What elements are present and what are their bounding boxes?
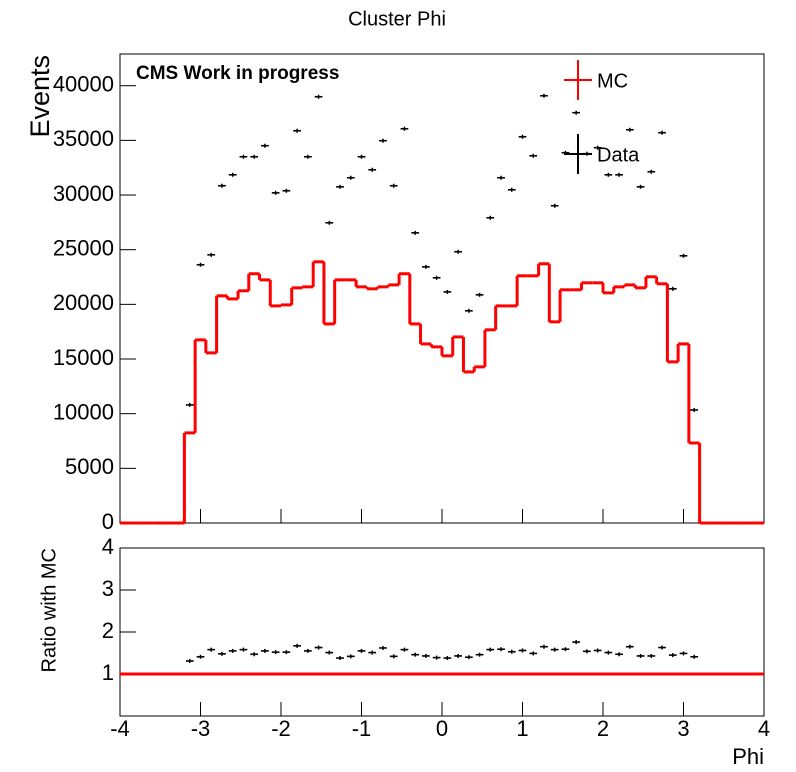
y-tick-label: 40000	[53, 72, 114, 97]
y-tick-label: 0	[102, 509, 114, 534]
y-tick-label: 30000	[53, 181, 114, 206]
y-tick-label: 25000	[53, 236, 114, 261]
legend-label: Data	[597, 144, 640, 166]
legend-label: MC	[597, 70, 628, 92]
x-axis-label: Phi	[732, 744, 764, 769]
y-tick-label: 1	[102, 660, 114, 685]
x-tick-label: 0	[436, 716, 448, 741]
x-tick-label: -3	[191, 716, 211, 741]
y-tick-label: 5000	[65, 454, 114, 479]
annotation: CMS Work in progress	[136, 63, 339, 84]
chart-title: Cluster Phi	[348, 8, 446, 30]
y-tick-label: 2	[102, 618, 114, 643]
y-tick-label: 35000	[53, 126, 114, 151]
x-tick-label: 3	[677, 716, 689, 741]
x-tick-label: 2	[597, 716, 609, 741]
x-tick-label: -2	[271, 716, 291, 741]
x-tick-label: -1	[352, 716, 372, 741]
x-tick-label: -4	[110, 716, 130, 741]
x-tick-label: 1	[516, 716, 528, 741]
y-tick-label: 3	[102, 576, 114, 601]
y-axis-label: Ratio with MC	[38, 548, 60, 672]
y-tick-label: 4	[102, 534, 114, 559]
y-tick-label: 20000	[53, 290, 114, 315]
y-tick-label: 10000	[53, 399, 114, 424]
x-tick-label: 4	[758, 716, 770, 741]
y-axis-label: Events	[25, 55, 55, 138]
y-tick-label: 15000	[53, 345, 114, 370]
